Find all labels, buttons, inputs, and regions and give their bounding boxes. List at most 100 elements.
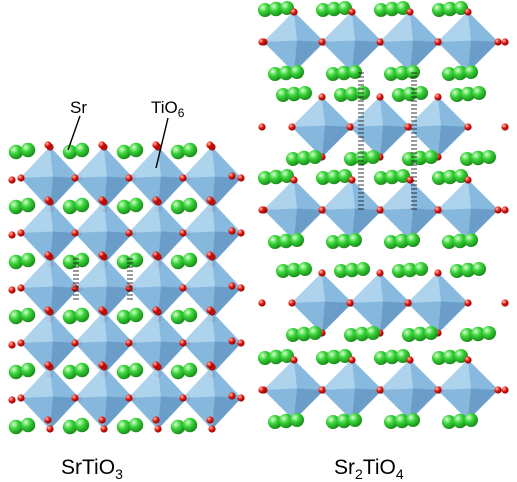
sr-atom (298, 86, 312, 100)
sr-atom (414, 86, 428, 100)
sr-atom (8, 364, 24, 380)
octahedron-face-dark (104, 176, 133, 209)
sr-atom (392, 264, 406, 278)
sr-atom (116, 144, 132, 160)
sr-atom (268, 235, 282, 249)
o-atom (501, 299, 509, 307)
tio6-octahedron (437, 359, 499, 421)
sr-atom (402, 152, 416, 166)
octahedron-face-low (438, 208, 471, 240)
octahedron-face-light (183, 367, 215, 398)
octahedron-face-light (75, 147, 107, 178)
sr2tio4-caption: Sr2TiO4 (334, 456, 404, 482)
o-atom (376, 269, 384, 277)
sr-atom (452, 413, 468, 429)
sr-atom (384, 67, 398, 81)
sr-atom (278, 413, 294, 429)
octahedron-face-light (264, 180, 297, 210)
sr-atom (326, 67, 340, 81)
o-atom (125, 339, 133, 347)
tio6-octahedron (321, 179, 383, 241)
sr-atom (298, 262, 312, 276)
octahedron-face-dark (50, 231, 79, 264)
sr-atom (278, 233, 294, 249)
sr-atom (74, 252, 90, 268)
sr-atom (170, 199, 186, 215)
o-atom (494, 386, 502, 394)
octahedron-face-light (21, 312, 53, 343)
sr2tio4-structure (258, 1, 509, 429)
sr-atom (424, 326, 438, 340)
octahedron-face-mid (410, 180, 440, 210)
sr-atom (308, 326, 322, 340)
octahedron-face-mid (410, 360, 440, 390)
octahedron-face-light (350, 273, 383, 303)
o-atom (258, 206, 266, 214)
o-atom (206, 251, 214, 259)
sr-atom (414, 262, 428, 276)
o-atom (152, 306, 160, 314)
sr-atom (460, 86, 476, 102)
o-atom (237, 339, 245, 347)
sr-atom (392, 88, 406, 102)
sr-atom (402, 262, 418, 278)
octahedron-face-light (129, 312, 161, 343)
o-atom (71, 174, 79, 182)
octahedron-face-dark (50, 341, 79, 374)
sr-atom (62, 309, 78, 325)
o-atom (98, 361, 106, 369)
octahedron-face-dark (294, 388, 324, 420)
sr-label: Sr (70, 98, 87, 117)
sr-atom (296, 326, 312, 342)
octahedron-face-dark (322, 125, 352, 157)
sr-atom (74, 362, 90, 378)
octahedron-face-mid (212, 312, 241, 343)
octahedron-face-mid (104, 312, 133, 343)
sr-atom (20, 362, 36, 378)
octahedron-face-low (264, 388, 297, 420)
tio6-octahedron (407, 96, 469, 158)
octahedron-face-dark (212, 231, 241, 264)
octahedron-face-dark (212, 396, 241, 429)
o-atom (98, 306, 106, 314)
octahedron-face-mid (294, 12, 324, 42)
sr-atom (182, 142, 198, 158)
o-atom (501, 206, 509, 214)
sr-atom (62, 364, 78, 380)
octahedron-face-light (183, 312, 215, 343)
octahedron-face-dark (158, 341, 187, 374)
sr-atom (472, 262, 486, 276)
octahedron-face-light (322, 360, 355, 390)
sr-atom (384, 169, 400, 185)
o-atom (237, 229, 245, 237)
o-atom (501, 123, 509, 131)
o-atom (17, 394, 25, 402)
octahedron-face-mid (104, 147, 133, 178)
o-atom (44, 361, 52, 369)
octahedron-face-dark (50, 176, 79, 209)
octahedron-face-mid (468, 12, 498, 42)
o-atom (501, 38, 509, 46)
sr-atom (326, 1, 342, 17)
octahedron-face-light (129, 147, 161, 178)
sr-atom (344, 86, 360, 102)
sr-atom (128, 197, 144, 213)
sr-atom (432, 3, 446, 17)
o-atom (71, 394, 79, 402)
octahedron-face-mid (410, 12, 440, 42)
sr-atom (460, 152, 474, 166)
octahedron-face-dark (410, 40, 440, 72)
sr-atom (116, 364, 132, 380)
sr-atom (384, 415, 398, 429)
sr-atom (336, 413, 352, 429)
octahedron-face-dark (294, 208, 324, 240)
tio6-octahedron (379, 179, 441, 241)
o-atom (8, 176, 16, 184)
tio6-octahedron (291, 272, 353, 334)
o-atom (258, 38, 266, 46)
octahedron-face-light (264, 360, 297, 390)
octahedron-face-low (380, 388, 413, 420)
sr-atom (290, 233, 304, 247)
o-atom (17, 284, 25, 292)
tio6-octahedron (291, 96, 353, 158)
